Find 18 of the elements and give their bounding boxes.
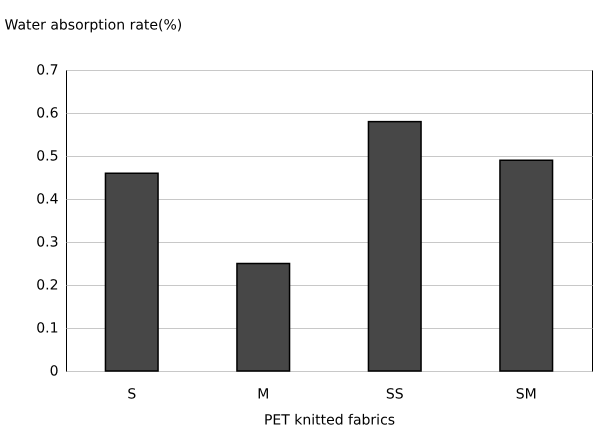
bar	[236, 262, 290, 372]
x-tick-label: M	[257, 386, 270, 402]
y-axis-title: Water absorption rate(%)	[4, 18, 182, 34]
bar	[499, 160, 554, 372]
y-tick-label: 0.3	[36, 234, 58, 250]
y-tick-label: 0	[50, 364, 58, 380]
y-tick-label: 0.1	[36, 320, 58, 336]
x-tick-label: SM	[516, 386, 537, 402]
bar	[104, 172, 159, 372]
bar	[368, 120, 422, 372]
y-tick-label: 0.7	[36, 62, 58, 78]
y-tick-label: 0.2	[36, 278, 58, 294]
x-axis-title: PET knitted fabrics	[264, 412, 396, 428]
y-tick-label: 0.6	[36, 106, 59, 122]
x-tick-label: SS	[386, 386, 404, 402]
x-tick-label: S	[127, 386, 136, 402]
y-tick-label: 0.4	[36, 192, 59, 208]
y-tick-label: 0.5	[36, 148, 58, 164]
